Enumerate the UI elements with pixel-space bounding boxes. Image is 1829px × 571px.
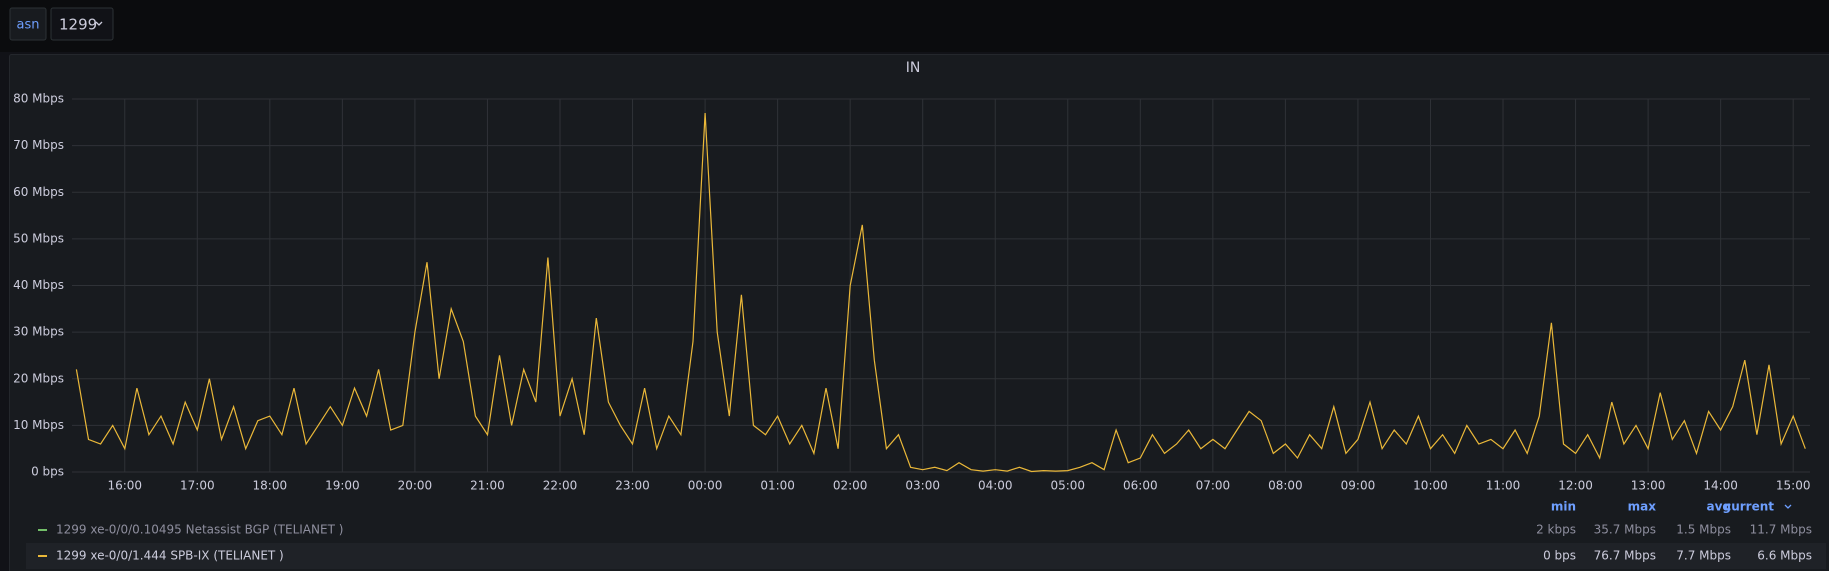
panel bbox=[9, 54, 1829, 571]
legend-column-header: max bbox=[1628, 500, 1657, 514]
x-tick-label: 02:00 bbox=[833, 479, 868, 493]
legend-stat: 2 kbps bbox=[1536, 523, 1576, 537]
y-tick-label: 60 Mbps bbox=[13, 185, 64, 199]
sort-icon bbox=[1784, 504, 1792, 509]
x-tick-label: 17:00 bbox=[180, 479, 215, 493]
legend-stat: 6.6 Mbps bbox=[1757, 549, 1812, 563]
top-bar bbox=[0, 0, 1829, 52]
y-tick-label: 70 Mbps bbox=[13, 138, 64, 152]
legend-stat: 11.7 Mbps bbox=[1750, 523, 1812, 537]
x-tick-label: 22:00 bbox=[543, 479, 578, 493]
y-tick-label: 50 Mbps bbox=[13, 231, 64, 245]
legend-name: 1299 xe-0/0/1.444 SPB-IX (TELIANET ) bbox=[56, 549, 284, 563]
variable-value[interactable]: 1299 bbox=[59, 16, 97, 34]
x-tick-label: 14:00 bbox=[1703, 479, 1738, 493]
x-tick-label: 05:00 bbox=[1050, 479, 1085, 493]
x-tick-label: 11:00 bbox=[1486, 479, 1521, 493]
chevron-icon bbox=[95, 21, 103, 26]
x-tick-label: 12:00 bbox=[1558, 479, 1593, 493]
x-tick-label: 13:00 bbox=[1631, 479, 1666, 493]
x-tick-label: 21:00 bbox=[470, 479, 505, 493]
x-tick-label: 03:00 bbox=[905, 479, 940, 493]
legend-stat: 35.7 Mbps bbox=[1594, 523, 1656, 537]
y-tick-label: 0 bps bbox=[31, 465, 64, 479]
y-tick-label: 10 Mbps bbox=[13, 418, 64, 432]
legend-stat: 1.5 Mbps bbox=[1676, 523, 1731, 537]
legend-stat: 7.7 Mbps bbox=[1676, 549, 1731, 563]
legend-column-header: min bbox=[1551, 500, 1576, 514]
x-tick-label: 00:00 bbox=[688, 479, 723, 493]
x-tick-label: 06:00 bbox=[1123, 479, 1158, 493]
variable-label: asn bbox=[17, 18, 40, 33]
legend-stat: 76.7 Mbps bbox=[1594, 549, 1656, 563]
panel-title: IN bbox=[906, 60, 921, 76]
x-tick-label: 19:00 bbox=[325, 479, 360, 493]
x-tick-label: 18:00 bbox=[253, 479, 288, 493]
x-tick-label: 15:00 bbox=[1776, 479, 1811, 493]
y-tick-label: 40 Mbps bbox=[13, 278, 64, 292]
legend-stat: 0 bps bbox=[1543, 549, 1576, 563]
series-line bbox=[75, 112, 1806, 473]
x-tick-label: 01:00 bbox=[760, 479, 795, 493]
x-tick-label: 16:00 bbox=[107, 479, 142, 493]
y-tick-label: 80 Mbps bbox=[13, 92, 64, 106]
y-tick-label: 20 Mbps bbox=[13, 371, 64, 385]
x-tick-label: 10:00 bbox=[1413, 479, 1448, 493]
variable-label-box bbox=[9, 7, 47, 41]
legend-row-highlight bbox=[26, 543, 1826, 569]
x-tick-label: 23:00 bbox=[615, 479, 650, 493]
x-tick-label: 08:00 bbox=[1268, 479, 1303, 493]
x-tick-label: 04:00 bbox=[978, 479, 1013, 493]
legend-name: 1299 xe-0/0/0.10495 Netassist BGP (TELIA… bbox=[56, 523, 343, 537]
x-tick-label: 09:00 bbox=[1341, 479, 1376, 493]
x-tick-label: 07:00 bbox=[1196, 479, 1231, 493]
legend-column-header: current bbox=[1724, 500, 1774, 514]
y-tick-label: 30 Mbps bbox=[13, 325, 64, 339]
legend-column-header: avg bbox=[1706, 500, 1731, 514]
x-tick-label: 20:00 bbox=[398, 479, 433, 493]
variable-select[interactable] bbox=[50, 7, 114, 41]
